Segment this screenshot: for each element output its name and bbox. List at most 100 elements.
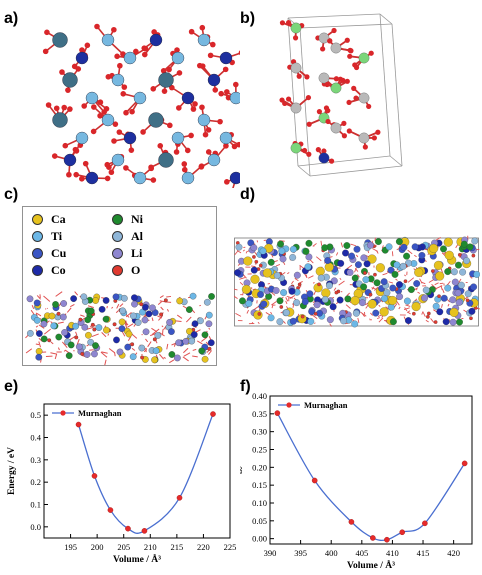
atom <box>33 299 41 307</box>
metal-atom <box>197 33 211 47</box>
atom <box>250 266 258 274</box>
atom <box>473 270 480 278</box>
oxygen-atom <box>198 164 205 170</box>
data-point <box>91 473 98 479</box>
atom <box>168 351 176 358</box>
oxygen-atom <box>53 105 60 112</box>
panel-label-f: f) <box>240 378 251 395</box>
atom <box>121 294 128 302</box>
slab-structure-c: Ca Ni Ti Al Cu Li Co O <box>22 206 217 366</box>
oxygen-atom <box>129 108 135 115</box>
metal-atom <box>229 91 240 105</box>
atom <box>449 318 457 326</box>
atom <box>288 287 296 295</box>
oxygen-atom <box>279 20 286 26</box>
y-axis-label: Energy / eV <box>240 446 243 494</box>
atom <box>313 312 318 316</box>
legend-label: O <box>131 263 141 277</box>
atom <box>207 346 212 351</box>
legend-swatch <box>32 214 43 225</box>
atom <box>289 254 297 261</box>
atom <box>471 253 476 258</box>
atom <box>250 274 260 284</box>
oxygen-atom <box>210 41 216 48</box>
atom <box>451 278 459 286</box>
atom <box>470 283 478 291</box>
x-tick-label: 410 <box>386 548 399 558</box>
atom <box>239 297 246 305</box>
oxygen-atom <box>304 74 310 80</box>
metal-atom <box>181 91 195 105</box>
atom <box>381 295 388 302</box>
atom <box>400 243 408 251</box>
y-tick-label: 0.2 <box>30 477 41 487</box>
atom <box>36 330 43 337</box>
oxygen-atom <box>205 149 212 155</box>
atom <box>307 317 315 325</box>
atom <box>78 317 83 322</box>
oxygen-atom <box>123 109 129 116</box>
oxygen-atom <box>296 73 302 79</box>
oxygen-atom <box>97 112 103 119</box>
atom <box>317 274 325 282</box>
atom <box>252 255 256 259</box>
legend-label: Murnaghan <box>78 408 122 418</box>
y-tick-label: 0.25 <box>252 444 267 454</box>
metal-atom <box>318 32 330 44</box>
oxygen-atom <box>351 85 357 91</box>
atom <box>354 261 362 269</box>
legend-swatch <box>112 248 123 259</box>
legend-item: Ca <box>32 212 112 227</box>
atom <box>444 250 454 260</box>
oxygen-atom <box>346 99 352 106</box>
atom <box>130 342 135 347</box>
atom-legend: Ca Ni Ti Al Cu Li Co O <box>32 212 192 278</box>
atom <box>87 338 95 346</box>
data-point <box>274 410 281 416</box>
oxygen-atom <box>202 131 209 138</box>
atom <box>418 252 426 259</box>
oxygen-atom <box>346 128 352 134</box>
atom <box>373 272 377 277</box>
x-axis-label: Volume / Å³ <box>113 553 161 565</box>
oxygen-atom <box>325 118 331 125</box>
legend-marker <box>286 402 292 408</box>
metal-atom <box>123 51 137 65</box>
atom <box>91 350 98 358</box>
oxygen-atom <box>320 46 326 52</box>
atom <box>185 306 193 313</box>
atom <box>429 243 439 253</box>
oxygen-atom <box>121 84 128 90</box>
atom <box>26 295 34 303</box>
atom <box>55 333 63 341</box>
data-point <box>461 460 468 467</box>
atom <box>466 243 474 251</box>
y-axis-label: Energy / eV <box>7 447 17 495</box>
y-tick-label: 0.05 <box>252 516 267 526</box>
oxygen-atom <box>167 122 173 129</box>
atom <box>403 297 411 305</box>
atom <box>315 266 325 276</box>
legend-label: Murnaghan <box>304 400 348 410</box>
metal-atom <box>318 152 330 164</box>
atom <box>119 307 127 315</box>
metal-atom <box>358 92 370 104</box>
atom <box>306 290 314 298</box>
metal-atom <box>318 72 330 84</box>
oxygen-atom <box>222 66 229 73</box>
atom <box>60 313 67 321</box>
atom <box>368 292 373 297</box>
oxygen-atom <box>366 103 372 110</box>
oxygen-atom <box>344 37 350 43</box>
oxygen-atom <box>190 106 197 112</box>
atom <box>374 238 382 245</box>
oxygen-atom <box>329 158 335 164</box>
atom <box>103 326 110 334</box>
atom <box>257 291 264 298</box>
atom <box>258 263 263 268</box>
atom <box>393 261 401 269</box>
y-tick-label: 0.35 <box>252 409 267 419</box>
atom <box>391 270 399 278</box>
atom <box>389 284 397 292</box>
oxygen-atom <box>91 104 97 110</box>
